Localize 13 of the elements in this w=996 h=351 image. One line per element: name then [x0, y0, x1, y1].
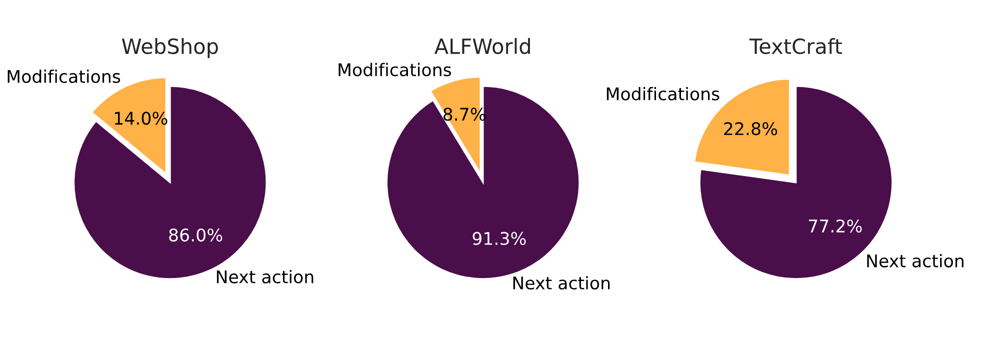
data-label: 22.8%: [724, 122, 778, 136]
data-label: 91.3%: [472, 232, 526, 246]
slice-label: Modifications: [606, 86, 720, 100]
data-label: 86.0%: [169, 228, 222, 242]
slice-label: Next action: [513, 276, 610, 290]
data-label: 77.2%: [809, 219, 862, 233]
chart-title: TextCraft: [749, 38, 842, 54]
chart-title: ALFWorld: [434, 38, 530, 54]
slice-label: Modifications: [8, 70, 120, 84]
slice-label: Next action: [867, 254, 964, 268]
slice-label: Modifications: [338, 62, 452, 76]
slice-label: Next action: [216, 270, 314, 284]
chart-title: WebShop: [122, 38, 218, 58]
